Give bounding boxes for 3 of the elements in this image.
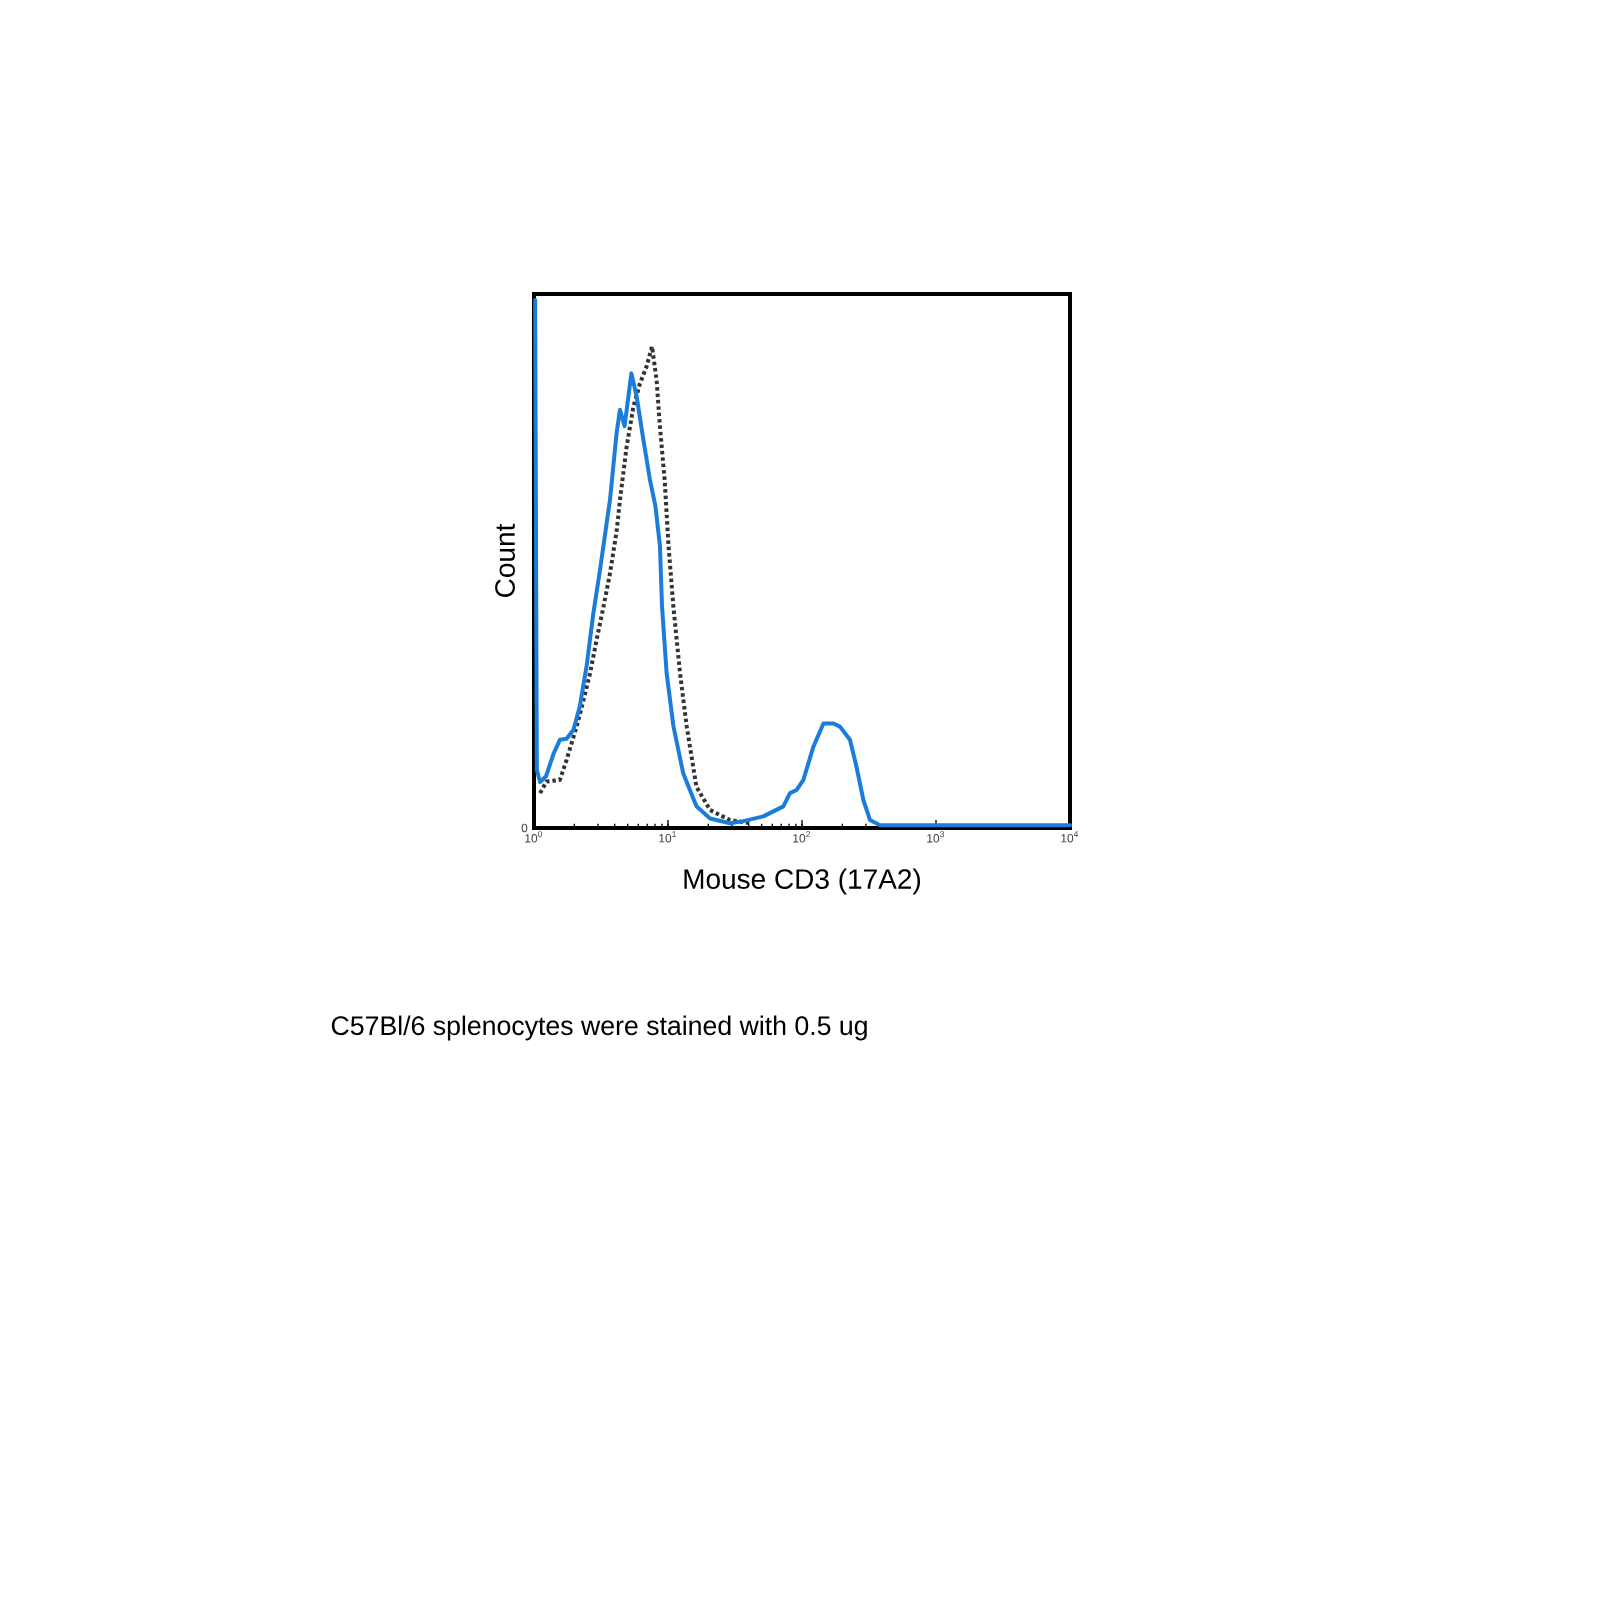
x-axis-title: Mouse CD3 (17A2) (684, 868, 921, 895)
y-axis-title: Count (495, 523, 515, 597)
text: C57Bl/6 splenocytes were stained with 0.5 ug (331, 1015, 867, 1041)
